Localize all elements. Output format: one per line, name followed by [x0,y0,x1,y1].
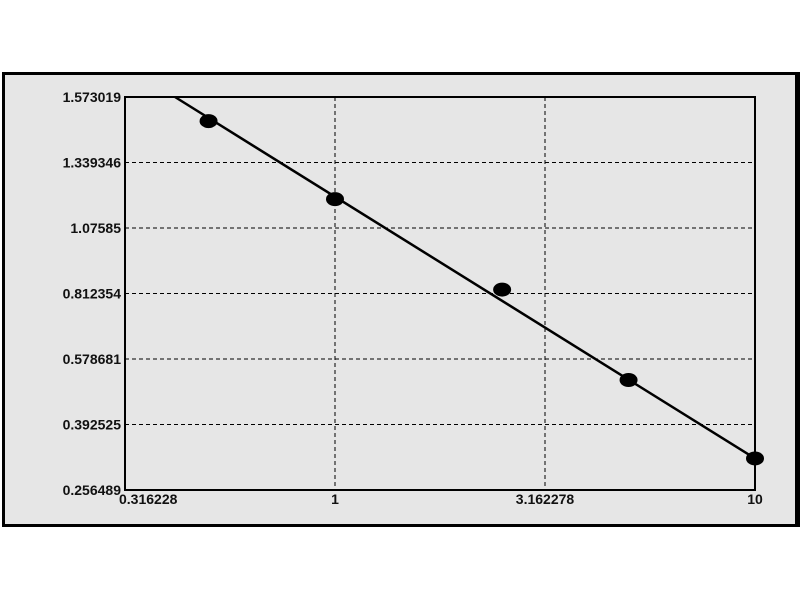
y-tick-label: 0.256489 [63,482,122,498]
fit-line [174,95,756,460]
y-tick-label: 1.573019 [63,89,122,105]
y-tick-label: 0.578681 [63,351,122,367]
x-tick-label: 1 [331,491,339,507]
x-tick-label: 3.162278 [516,491,575,507]
data-point [493,282,512,297]
y-tick-label: 0.812354 [63,286,122,302]
x-tick-label: 10 [747,491,763,507]
y-tick-label: 0.392525 [63,417,122,433]
y-tick-label: 1.07585 [70,220,121,236]
data-point [199,114,218,129]
x-tick-label: 0.316228 [119,491,178,507]
y-tick-label: 1.339346 [63,155,122,171]
data-point [325,192,344,207]
